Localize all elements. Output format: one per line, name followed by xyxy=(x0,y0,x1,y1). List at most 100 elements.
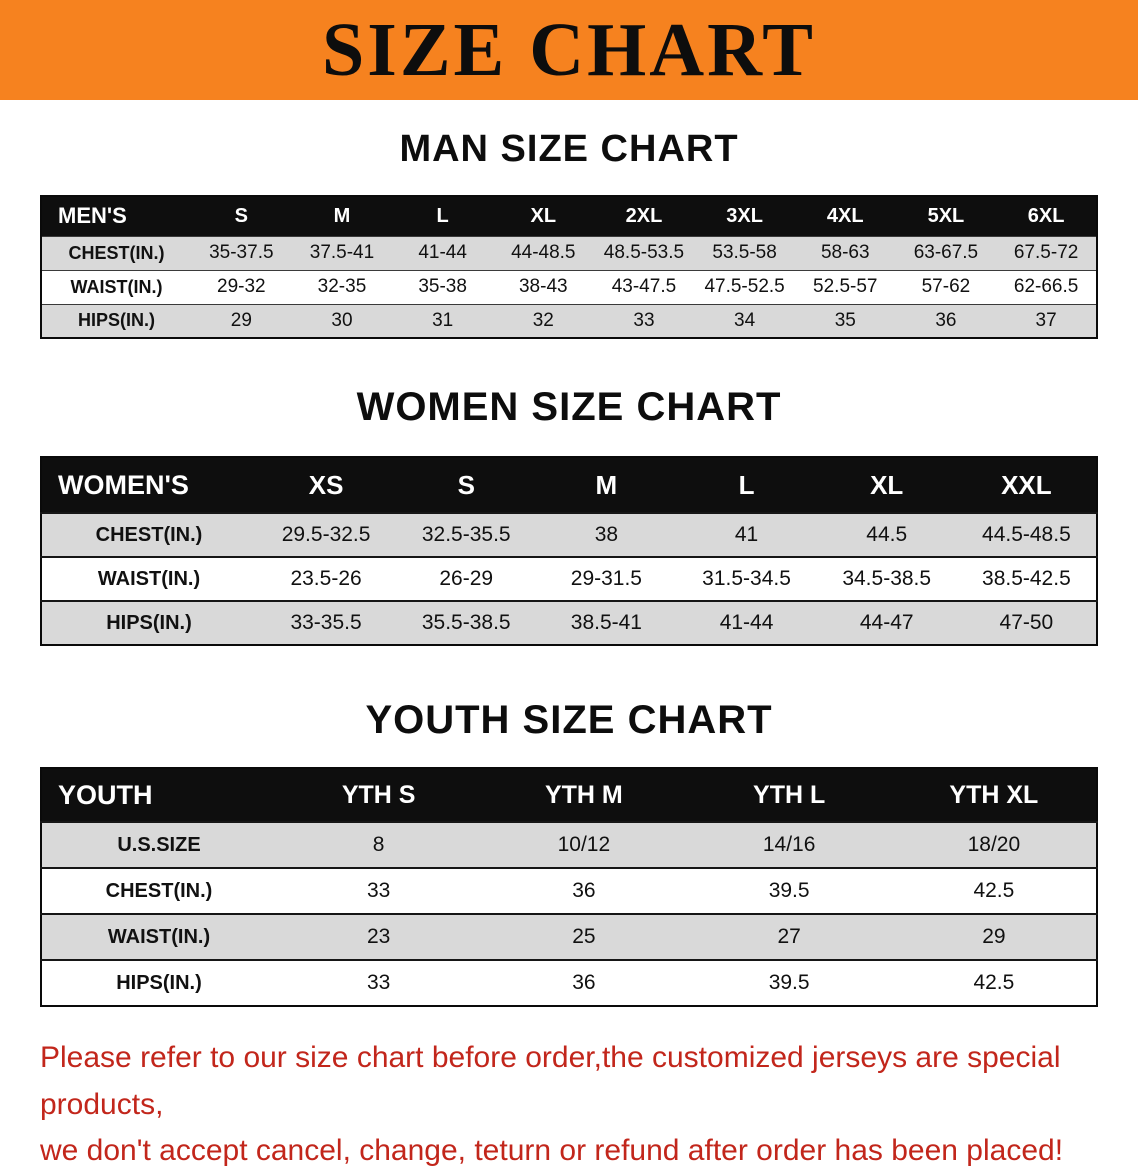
women-size-col-s: S xyxy=(396,457,537,513)
row-label: U.S.SIZE xyxy=(117,833,201,856)
size-cell: 35 xyxy=(834,309,856,331)
row-label: HIPS(IN.) xyxy=(116,971,202,994)
size-cell: 35-37.5 xyxy=(209,242,274,263)
men-size-col-xl: XL xyxy=(492,196,594,236)
youth-size-col-s: YTH S xyxy=(276,768,482,822)
size-cell: 14/16 xyxy=(762,833,816,856)
youth-chest-row: CHEST(IN.) 33 36 39.5 42.5 xyxy=(41,868,1097,914)
size-cell: 31.5-34.5 xyxy=(702,567,791,590)
size-cell: 23.5-26 xyxy=(290,567,362,590)
size-cell: 34 xyxy=(734,309,756,331)
men-size-table: MEN'S S M L XL 2XL 3XL 4XL 5XL 6XL CHEST… xyxy=(40,195,1098,339)
men-table-header-row: MEN'S S M L XL 2XL 3XL 4XL 5XL 6XL xyxy=(41,196,1097,236)
size-cell: 47-50 xyxy=(999,611,1054,634)
women-chest-row: CHEST(IN.) 29.5-32.5 32.5-35.5 38 41 44.… xyxy=(41,513,1097,557)
size-cell: 63-67.5 xyxy=(913,242,979,263)
size-cell: 23 xyxy=(366,925,391,948)
size-cell: 42.5 xyxy=(973,971,1015,994)
women-size-col-m: M xyxy=(536,457,677,513)
size-cell: 33 xyxy=(366,879,391,902)
men-size-col-s: S xyxy=(191,196,292,236)
size-cell: 39.5 xyxy=(768,879,810,902)
youth-table-title-cell: YOUTH xyxy=(41,768,276,822)
row-label: HIPS(IN.) xyxy=(77,310,155,331)
youth-size-col-m: YTH M xyxy=(481,768,687,822)
women-size-col-xs: XS xyxy=(256,457,397,513)
size-cell: 29.5-32.5 xyxy=(281,523,371,546)
size-cell: 36 xyxy=(572,879,596,902)
size-cell: 44.5-48.5 xyxy=(982,523,1071,546)
women-size-col-xxl: XXL xyxy=(956,457,1097,513)
youth-table-header-row: YOUTH YTH S YTH M YTH L YTH XL xyxy=(41,768,1097,822)
page-title: SIZE CHART xyxy=(321,8,816,92)
size-cell: 35.5-38.5 xyxy=(421,611,511,634)
size-cell: 32.5-35.5 xyxy=(421,523,511,546)
women-table-title-cell: WOMEN'S xyxy=(41,457,256,513)
women-size-col-l: L xyxy=(676,457,817,513)
men-size-col-5xl: 5XL xyxy=(895,196,997,236)
women-hips-row: HIPS(IN.) 33-35.5 35.5-38.5 38.5-41 41-4… xyxy=(41,601,1097,645)
size-cell: 29-32 xyxy=(217,276,266,297)
size-cell: 42.5 xyxy=(973,879,1015,902)
size-cell: 41-44 xyxy=(418,242,467,263)
men-size-col-2xl: 2XL xyxy=(593,196,695,236)
size-cell: 35-38 xyxy=(418,276,467,297)
disclaimer-line-2: we don't accept cancel, change, teturn o… xyxy=(40,1134,1064,1167)
men-section: MAN SIZE CHART MEN'S S M L XL 2XL 3XL 4X… xyxy=(0,128,1138,339)
size-cell: 37 xyxy=(1035,309,1057,331)
women-section-heading: WOMEN SIZE CHART xyxy=(356,385,782,429)
youth-ussize-row: U.S.SIZE 8 10/12 14/16 18/20 xyxy=(41,822,1097,868)
size-cell: 62-66.5 xyxy=(1013,276,1079,297)
size-cell: 58-63 xyxy=(820,242,870,263)
size-cell: 37.5-41 xyxy=(309,242,375,263)
row-label: CHEST(IN.) xyxy=(105,879,213,902)
men-size-col-l: L xyxy=(392,196,493,236)
men-size-col-m: M xyxy=(291,196,393,236)
women-size-col-xl: XL xyxy=(816,457,957,513)
size-cell: 29 xyxy=(230,309,252,331)
men-hips-row: HIPS(IN.) 29 30 31 32 33 34 35 36 37 xyxy=(41,304,1097,338)
size-cell: 26-29 xyxy=(439,567,494,590)
men-size-col-6xl: 6XL xyxy=(996,196,1097,236)
size-cell: 25 xyxy=(572,925,596,948)
size-cell: 47.5-52.5 xyxy=(704,276,785,297)
size-cell: 38.5-41 xyxy=(570,611,642,634)
size-cell: 29 xyxy=(982,925,1006,948)
row-label: WAIST(IN.) xyxy=(97,567,201,590)
size-cell: 52.5-57 xyxy=(813,276,878,297)
size-cell: 29-31.5 xyxy=(570,567,642,590)
size-cell: 38 xyxy=(594,523,619,546)
size-cell: 38.5-42.5 xyxy=(982,567,1071,590)
size-cell: 33-35.5 xyxy=(290,611,362,634)
size-cell: 41-44 xyxy=(719,611,774,634)
size-cell: 67.5-72 xyxy=(1013,242,1079,263)
youth-section-heading: YOUTH SIZE CHART xyxy=(365,698,773,742)
size-cell: 27 xyxy=(777,925,801,948)
men-chest-row: CHEST(IN.) 35-37.5 37.5-41 41-44 44-48.5… xyxy=(41,236,1097,270)
men-size-col-4xl: 4XL xyxy=(794,196,896,236)
size-cell: 43-47.5 xyxy=(611,276,677,297)
size-cell: 33 xyxy=(366,971,391,994)
size-cell: 36 xyxy=(572,971,596,994)
men-size-col-3xl: 3XL xyxy=(694,196,795,236)
size-cell: 48.5-53.5 xyxy=(603,242,685,263)
men-section-heading: MAN SIZE CHART xyxy=(399,128,739,170)
size-cell: 31 xyxy=(432,309,454,331)
row-label: CHEST(IN.) xyxy=(95,523,203,546)
size-cell: 53.5-58 xyxy=(712,242,777,263)
size-chart-banner: SIZE CHART xyxy=(0,0,1138,100)
row-label: CHEST(IN.) xyxy=(68,242,165,263)
size-cell: 32 xyxy=(532,309,554,331)
disclaimer-line-1: Please refer to our size chart before or… xyxy=(40,1041,1061,1121)
women-size-table: WOMEN'S XS S M L XL XXL CHEST(IN.) 29.5-… xyxy=(40,456,1098,646)
youth-size-col-l: YTH L xyxy=(686,768,892,822)
youth-size-col-xl: YTH XL xyxy=(891,768,1097,822)
men-table-title-cell: MEN'S xyxy=(41,196,191,236)
size-cell: 39.5 xyxy=(768,971,810,994)
women-table-header-row: WOMEN'S XS S M L XL XXL xyxy=(41,457,1097,513)
row-label: WAIST(IN.) xyxy=(107,925,211,948)
size-cell: 57-62 xyxy=(921,276,971,297)
size-cell: 44.5 xyxy=(866,523,908,546)
size-cell: 38-43 xyxy=(518,276,568,297)
